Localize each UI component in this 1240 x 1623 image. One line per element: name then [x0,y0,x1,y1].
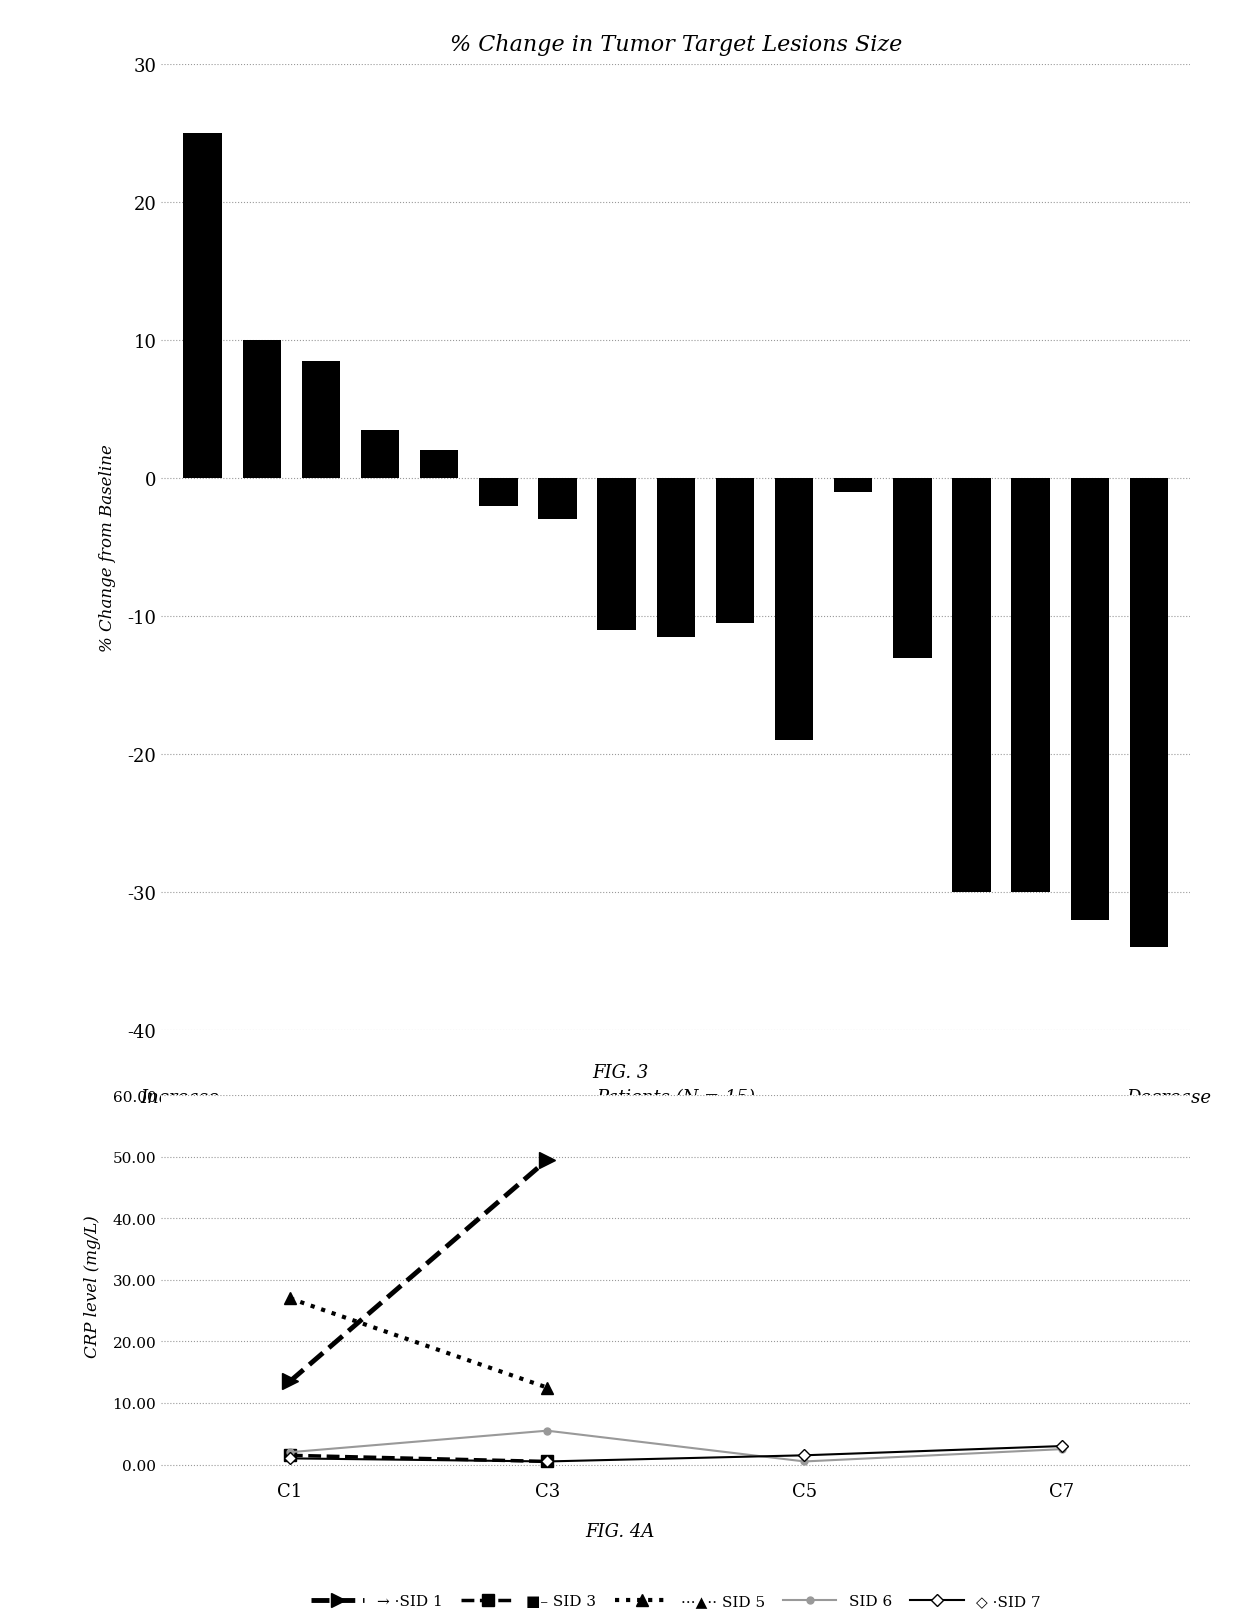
Y-axis label: CRP level (mg/L): CRP level (mg/L) [84,1216,102,1357]
Bar [1130,479,1168,948]
Bar [715,479,754,623]
Bar [1070,479,1109,920]
Text: Increase: Increase [140,1089,219,1107]
Bar [952,479,991,893]
Bar [893,479,931,659]
Bar [184,135,222,479]
Text: Decrease: Decrease [1126,1089,1211,1107]
Text: FIG. 3: FIG. 3 [591,1063,649,1081]
Bar [243,341,281,479]
Bar [1012,479,1050,893]
Legend: → ·SID 1, ■– SID 3, ···▲·· SID 5, SID 6, ◇ ·SID 7: → ·SID 1, ■– SID 3, ···▲·· SID 5, SID 6,… [305,1587,1047,1615]
Text: Patients (N = 15): Patients (N = 15) [596,1089,755,1107]
Bar [835,479,873,493]
Bar [598,479,636,631]
Bar [538,479,577,521]
Bar [361,430,399,479]
Text: FIG. 4A: FIG. 4A [585,1522,655,1540]
Bar [656,479,696,638]
Bar [420,451,459,479]
Bar [301,362,340,479]
Title: % Change in Tumor Target Lesions Size: % Change in Tumor Target Lesions Size [450,34,901,57]
Y-axis label: % Change from Baseline: % Change from Baseline [99,443,117,652]
Bar [479,479,517,506]
Bar [775,479,813,742]
